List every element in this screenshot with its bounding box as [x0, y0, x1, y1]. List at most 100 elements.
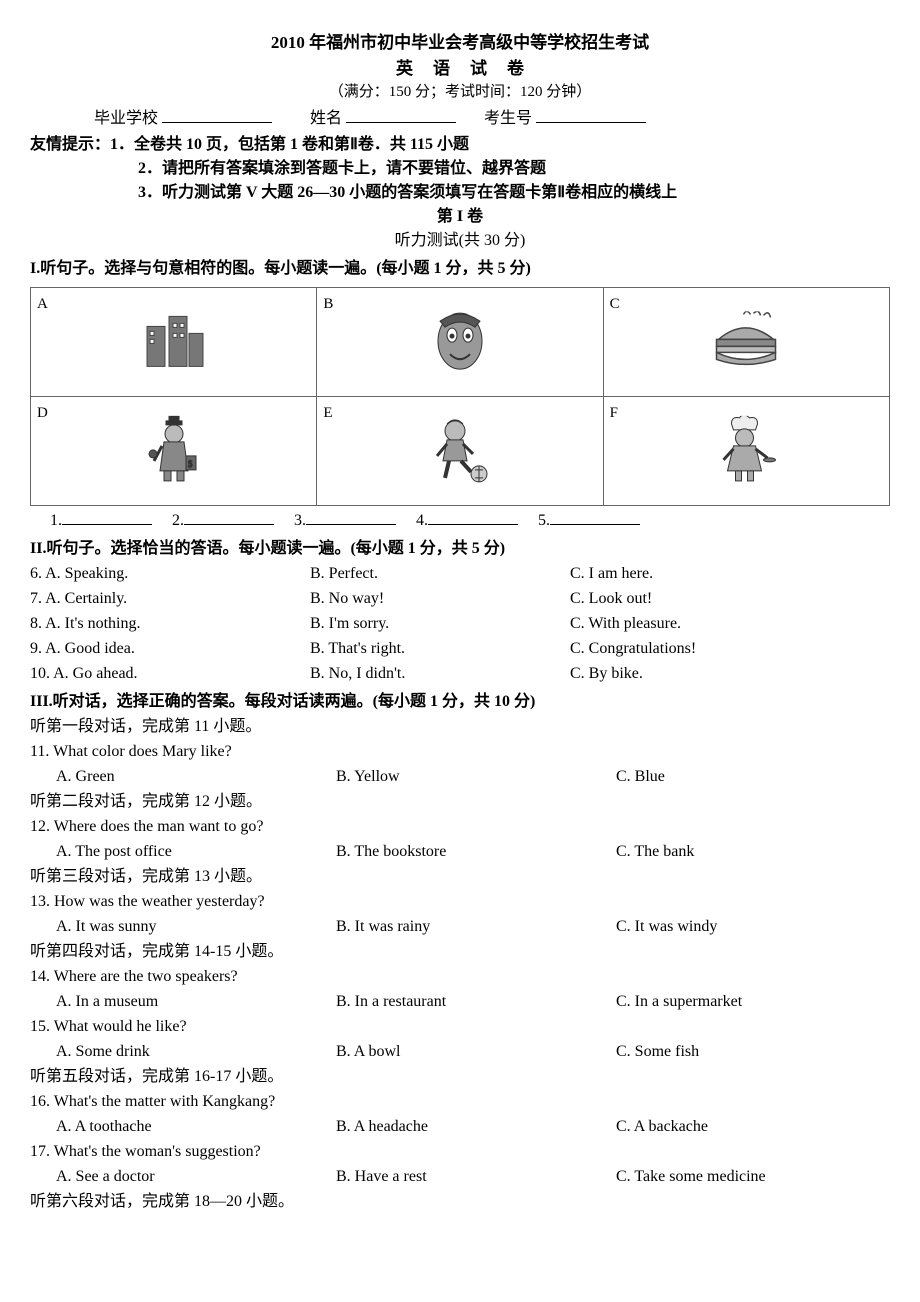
q8-row: 8. A. It's nothing. B. I'm sorry. C. Wit… — [30, 612, 890, 636]
dialog4-note: 听第四段对话，完成第 14-15 小题。 — [30, 940, 890, 964]
q9-c: C. Congratulations! — [570, 637, 830, 661]
q10-a: A. Go ahead. — [53, 665, 137, 682]
school-label: 毕业学校 — [94, 110, 158, 127]
chef-icon — [714, 415, 779, 493]
q10-b: B. No, I didn't. — [310, 662, 570, 686]
q10-num: 10. — [30, 665, 50, 682]
q12-a: A. The post office — [56, 840, 336, 864]
q17-b: B. Have a rest — [336, 1165, 616, 1189]
q11-options: A. Green B. Yellow C. Blue — [30, 765, 890, 789]
q14-stem: 14. Where are the two speakers? — [30, 965, 890, 989]
picture-cell-b: B — [317, 287, 603, 396]
q7-b: B. No way! — [310, 587, 570, 611]
q16-options: A. A toothache B. A headache C. A backac… — [30, 1115, 890, 1139]
q6-b: B. Perfect. — [310, 562, 570, 586]
q13-b: B. It was rainy — [336, 915, 616, 939]
q10-c: C. By bike. — [570, 662, 830, 686]
exam-title-line1: 2010 年福州市初中毕业会考高级中等学校招生考试 — [30, 30, 890, 56]
q14-options: A. In a museum B. In a restaurant C. In … — [30, 990, 890, 1014]
dialog3-note: 听第三段对话，完成第 13 小题。 — [30, 865, 890, 889]
dialog2-note: 听第二段对话，完成第 12 小题。 — [30, 790, 890, 814]
q6-num: 6. — [30, 565, 42, 582]
q15-a: A. Some drink — [56, 1040, 336, 1064]
picture-cell-c: C — [603, 287, 889, 396]
q17-a: A. See a doctor — [56, 1165, 336, 1189]
tips-block: 友情提示：1．全卷共 10 页，包括第 1 卷和第Ⅱ卷．共 115 小题 2．请… — [30, 133, 890, 205]
cell-label-a: A — [37, 296, 48, 312]
name-blank[interactable] — [346, 106, 456, 123]
exam-title-line2: 英语试卷 — [30, 56, 890, 82]
answer-blank-5[interactable] — [550, 508, 640, 525]
id-label: 考生号 — [484, 110, 532, 127]
q16-c: C. A backache — [616, 1115, 876, 1139]
answer-blank-4[interactable] — [428, 508, 518, 525]
q11-c: C. Blue — [616, 765, 876, 789]
blank-num-1: 1. — [50, 512, 62, 529]
q10-row: 10. A. Go ahead. B. No, I didn't. C. By … — [30, 662, 890, 686]
rich-man-icon: $ — [144, 415, 204, 493]
q7-a: A. Certainly. — [45, 590, 127, 607]
q15-b: B. A bowl — [336, 1040, 616, 1064]
volume-label: 第 I 卷 — [30, 205, 890, 229]
q12-stem: 12. Where does the man want to go? — [30, 815, 890, 839]
q15-stem: 15. What would he like? — [30, 1015, 890, 1039]
q13-a: A. It was sunny — [56, 915, 336, 939]
q7-row: 7. A. Certainly. B. No way! C. Look out! — [30, 587, 890, 611]
blank-num-5: 5. — [538, 512, 550, 529]
section-2-heading: II.听句子。选择恰当的答语。每小题读一遍。(每小题 1 分，共 5 分) — [30, 537, 890, 561]
picture-cell-d: D $ — [31, 396, 317, 505]
q16-stem: 16. What's the matter with Kangkang? — [30, 1090, 890, 1114]
q9-a: A. Good idea. — [45, 640, 135, 657]
buildings-icon — [139, 311, 209, 379]
q11-stem: 11. What color does Mary like? — [30, 740, 890, 764]
q16-b: B. A headache — [336, 1115, 616, 1139]
q8-a: A. It's nothing. — [45, 615, 140, 632]
q12-c: C. The bank — [616, 840, 876, 864]
score-time: （满分：150 分；考试时间：120 分钟） — [30, 81, 890, 104]
q9-b: B. That's right. — [310, 637, 570, 661]
q17-c: C. Take some medicine — [616, 1165, 876, 1189]
opera-mask-icon — [430, 309, 490, 382]
cell-label-b: B — [323, 296, 333, 312]
q15-options: A. Some drink B. A bowl C. Some fish — [30, 1040, 890, 1064]
picture-cell-e: E — [317, 396, 603, 505]
q11-b: B. Yellow — [336, 765, 616, 789]
blank-num-4: 4. — [416, 512, 428, 529]
q17-options: A. See a doctor B. Have a rest C. Take s… — [30, 1165, 890, 1189]
name-label: 姓名 — [310, 110, 342, 127]
q6-row: 6. A. Speaking. B. Perfect. C. I am here… — [30, 562, 890, 586]
student-fields: 毕业学校 姓名 考生号 — [30, 106, 890, 131]
answer-blank-1[interactable] — [62, 508, 152, 525]
listening-header: 听力测试(共 30 分) — [30, 229, 890, 253]
picture-table: A B C — [30, 287, 890, 506]
q14-c: C. In a supermarket — [616, 990, 876, 1014]
picture-cell-a: A — [31, 287, 317, 396]
section-1-heading: I.听句子。选择与句意相符的图。每小题读一遍。(每小题 1 分，共 5 分) — [30, 257, 890, 281]
blank-num-2: 2. — [172, 512, 184, 529]
tip-1: 1．全卷共 10 页，包括第 1 卷和第Ⅱ卷．共 115 小题 — [110, 136, 469, 153]
q12-options: A. The post office B. The bookstore C. T… — [30, 840, 890, 864]
q9-row: 9. A. Good idea. B. That's right. C. Con… — [30, 637, 890, 661]
answer-blank-3[interactable] — [306, 508, 396, 525]
q11-a: A. Green — [56, 765, 336, 789]
section-3-heading: III.听对话，选择正确的答案。每段对话读两遍。(每小题 1 分，共 10 分) — [30, 690, 890, 714]
id-blank[interactable] — [536, 106, 646, 123]
hamburger-icon — [709, 311, 784, 379]
q8-c: C. With pleasure. — [570, 612, 830, 636]
q6-a: A. Speaking. — [45, 565, 128, 582]
q15-c: C. Some fish — [616, 1040, 876, 1064]
cell-label-d: D — [37, 405, 48, 421]
cell-label-c: C — [610, 296, 620, 312]
answer-blank-2[interactable] — [184, 508, 274, 525]
svg-text:$: $ — [188, 458, 193, 468]
q12-b: B. The bookstore — [336, 840, 616, 864]
q6-c: C. I am here. — [570, 562, 830, 586]
tips-label: 友情提示： — [30, 136, 110, 153]
cell-label-e: E — [323, 405, 332, 421]
cell-label-f: F — [610, 405, 618, 421]
picture-cell-f: F — [603, 396, 889, 505]
q14-a: A. In a museum — [56, 990, 336, 1014]
school-blank[interactable] — [162, 106, 272, 123]
q17-stem: 17. What's the woman's suggestion? — [30, 1140, 890, 1164]
dialog5-note: 听第五段对话，完成第 16-17 小题。 — [30, 1065, 890, 1089]
